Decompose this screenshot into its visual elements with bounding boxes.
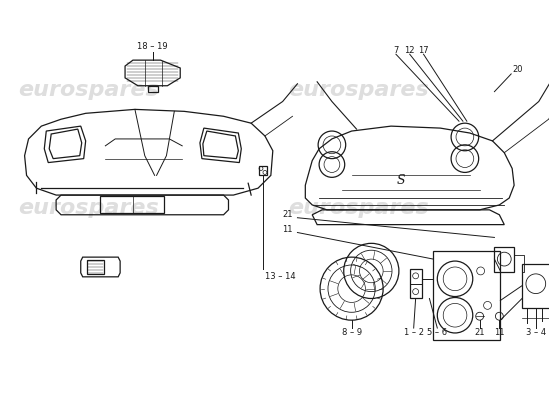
Text: eurospares: eurospares — [289, 198, 430, 218]
Text: 12: 12 — [404, 46, 415, 55]
Text: 20: 20 — [512, 66, 522, 74]
Text: 1 – 2: 1 – 2 — [404, 328, 424, 338]
Text: 8 – 9: 8 – 9 — [342, 328, 362, 338]
Text: 5 – 6: 5 – 6 — [427, 328, 447, 338]
Text: 11: 11 — [494, 328, 504, 338]
Text: 17: 17 — [418, 46, 429, 55]
Text: 13 – 14: 13 – 14 — [266, 272, 296, 281]
Text: 11: 11 — [282, 225, 293, 234]
Text: eurospares: eurospares — [289, 80, 430, 100]
Text: 21: 21 — [282, 210, 293, 219]
Text: eurospares: eurospares — [18, 198, 158, 218]
Text: 18 – 19: 18 – 19 — [138, 42, 168, 51]
Text: 7: 7 — [393, 46, 399, 55]
Text: 21: 21 — [475, 328, 485, 338]
Text: eurospares: eurospares — [18, 80, 158, 100]
Text: S: S — [397, 174, 405, 187]
Text: 3 – 4: 3 – 4 — [526, 328, 546, 338]
